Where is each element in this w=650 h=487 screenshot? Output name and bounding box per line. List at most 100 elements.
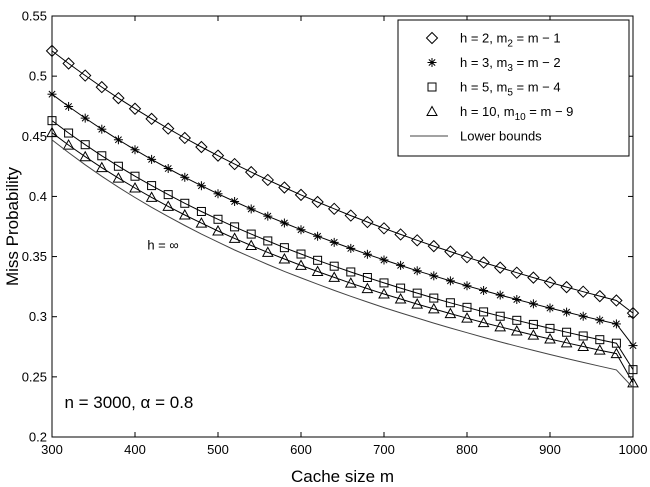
data-point (161, 122, 175, 135)
data-point (611, 319, 621, 329)
series-2 (47, 89, 638, 351)
data-point (396, 260, 406, 270)
x-tick-label: 900 (539, 442, 561, 457)
data-point (626, 306, 640, 320)
y-tick-label: 0.35 (22, 249, 47, 264)
data-point (329, 237, 339, 247)
data-point (79, 150, 92, 162)
data-point (180, 172, 190, 182)
data-point (311, 265, 324, 276)
y-tick-label: 0.25 (22, 369, 47, 384)
legend-entry: Lower bounds (410, 129, 542, 144)
data-point (444, 245, 457, 258)
data-point (64, 128, 74, 138)
series-line (51, 139, 634, 389)
data-point (595, 335, 605, 345)
data-point (545, 303, 555, 313)
data-point (527, 271, 540, 284)
series-line (51, 93, 634, 346)
x-tick-label: 300 (41, 442, 63, 457)
data-point (477, 256, 490, 269)
legend-marker (427, 82, 437, 92)
data-point (346, 267, 356, 277)
data-point (593, 344, 606, 355)
data-point (47, 116, 57, 126)
data-point (462, 302, 472, 312)
data-point (296, 225, 306, 235)
legend-marker (426, 105, 438, 116)
data-point (228, 157, 241, 171)
data-point (279, 218, 289, 228)
data-point (162, 200, 175, 211)
y-tick-label: 0.5 (29, 69, 47, 84)
data-point (527, 329, 540, 340)
legend-label: Lower bounds (460, 129, 542, 144)
x-tick-label: 1000 (619, 442, 648, 457)
data-point (560, 280, 573, 294)
data-point (610, 294, 623, 307)
data-point (180, 198, 190, 208)
data-point (562, 327, 572, 337)
data-point (528, 299, 538, 309)
data-point (163, 190, 173, 200)
data-point (129, 181, 141, 193)
series-line (51, 120, 634, 370)
series-5 (51, 139, 634, 389)
data-point (396, 283, 406, 293)
data-point (196, 206, 206, 216)
data-point (294, 188, 308, 202)
data-point (97, 124, 107, 134)
data-point (578, 331, 588, 341)
series-3 (47, 116, 638, 375)
data-point (211, 149, 225, 162)
data-point (230, 196, 240, 206)
data-point (145, 191, 158, 202)
data-point (245, 239, 258, 251)
data-point (611, 338, 621, 348)
data-point (244, 165, 258, 179)
data-point (230, 222, 240, 232)
data-point (45, 44, 59, 58)
x-tick-label: 400 (124, 442, 146, 457)
legend-marker (427, 58, 437, 67)
data-point (429, 293, 439, 303)
data-point (112, 91, 125, 105)
legend-entry: h = 2, m2 = m − 1 (425, 31, 561, 50)
data-point (64, 101, 74, 111)
data-point (261, 173, 275, 187)
data-point (130, 145, 140, 155)
data-point (445, 276, 455, 286)
data-point (346, 243, 356, 253)
data-point (278, 181, 291, 194)
legend-label: h = 5, m5 = m − 4 (460, 80, 561, 99)
data-point (46, 126, 58, 138)
data-point (344, 277, 357, 288)
legend-entry: h = 10, m10 = m − 9 (426, 104, 573, 123)
data-point (313, 255, 323, 265)
data-point (544, 332, 556, 344)
data-point (595, 315, 605, 325)
data-point (379, 255, 389, 265)
data-point (394, 228, 407, 241)
y-tick-label: 0.45 (22, 129, 47, 144)
data-point (228, 232, 241, 243)
data-point (130, 171, 140, 181)
data-point (361, 215, 374, 229)
data-point (378, 287, 390, 299)
data-point (445, 298, 455, 308)
data-point (412, 288, 422, 298)
legend: h = 2, m2 = m − 1 h = 3, m3 = m − 2 h = 5,… (397, 19, 630, 157)
data-point (62, 139, 75, 150)
legend-marker (425, 31, 439, 45)
data-point (195, 217, 208, 228)
data-point (479, 307, 489, 317)
data-point (246, 229, 256, 239)
y-tick-label: 0.3 (29, 309, 47, 324)
y-axis-title: Miss Probability (3, 166, 22, 286)
data-point (512, 295, 522, 305)
data-point (196, 181, 206, 191)
data-point (213, 189, 223, 199)
data-point (379, 278, 389, 288)
data-point (543, 276, 557, 289)
